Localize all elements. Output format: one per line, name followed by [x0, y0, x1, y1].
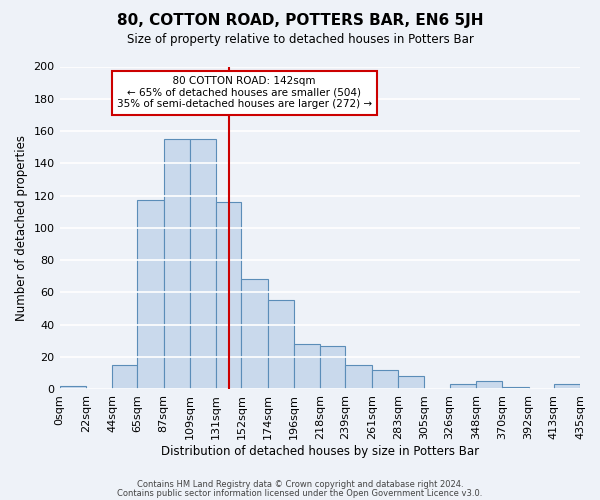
Bar — [268, 300, 294, 389]
Bar — [346, 365, 372, 389]
Bar — [112, 365, 137, 389]
Bar — [59, 386, 86, 389]
Text: Contains public sector information licensed under the Open Government Licence v3: Contains public sector information licen… — [118, 488, 482, 498]
Bar — [216, 202, 241, 389]
Text: Size of property relative to detached houses in Potters Bar: Size of property relative to detached ho… — [127, 32, 473, 46]
Text: Contains HM Land Registry data © Crown copyright and database right 2024.: Contains HM Land Registry data © Crown c… — [137, 480, 463, 489]
Y-axis label: Number of detached properties: Number of detached properties — [15, 135, 28, 321]
Bar — [372, 370, 398, 389]
Bar — [294, 344, 320, 389]
Bar — [449, 384, 476, 389]
Bar — [398, 376, 424, 389]
Text: 80, COTTON ROAD, POTTERS BAR, EN6 5JH: 80, COTTON ROAD, POTTERS BAR, EN6 5JH — [117, 12, 483, 28]
Bar — [190, 139, 216, 389]
Bar — [137, 200, 164, 389]
Bar — [554, 384, 580, 389]
Bar — [320, 346, 346, 389]
Bar — [241, 280, 268, 389]
Text: 80 COTTON ROAD: 142sqm  
← 65% of detached houses are smaller (504)
35% of semi-: 80 COTTON ROAD: 142sqm ← 65% of detached… — [117, 76, 372, 110]
Bar — [502, 388, 529, 389]
Bar — [476, 381, 502, 389]
Bar — [164, 139, 190, 389]
X-axis label: Distribution of detached houses by size in Potters Bar: Distribution of detached houses by size … — [161, 444, 479, 458]
